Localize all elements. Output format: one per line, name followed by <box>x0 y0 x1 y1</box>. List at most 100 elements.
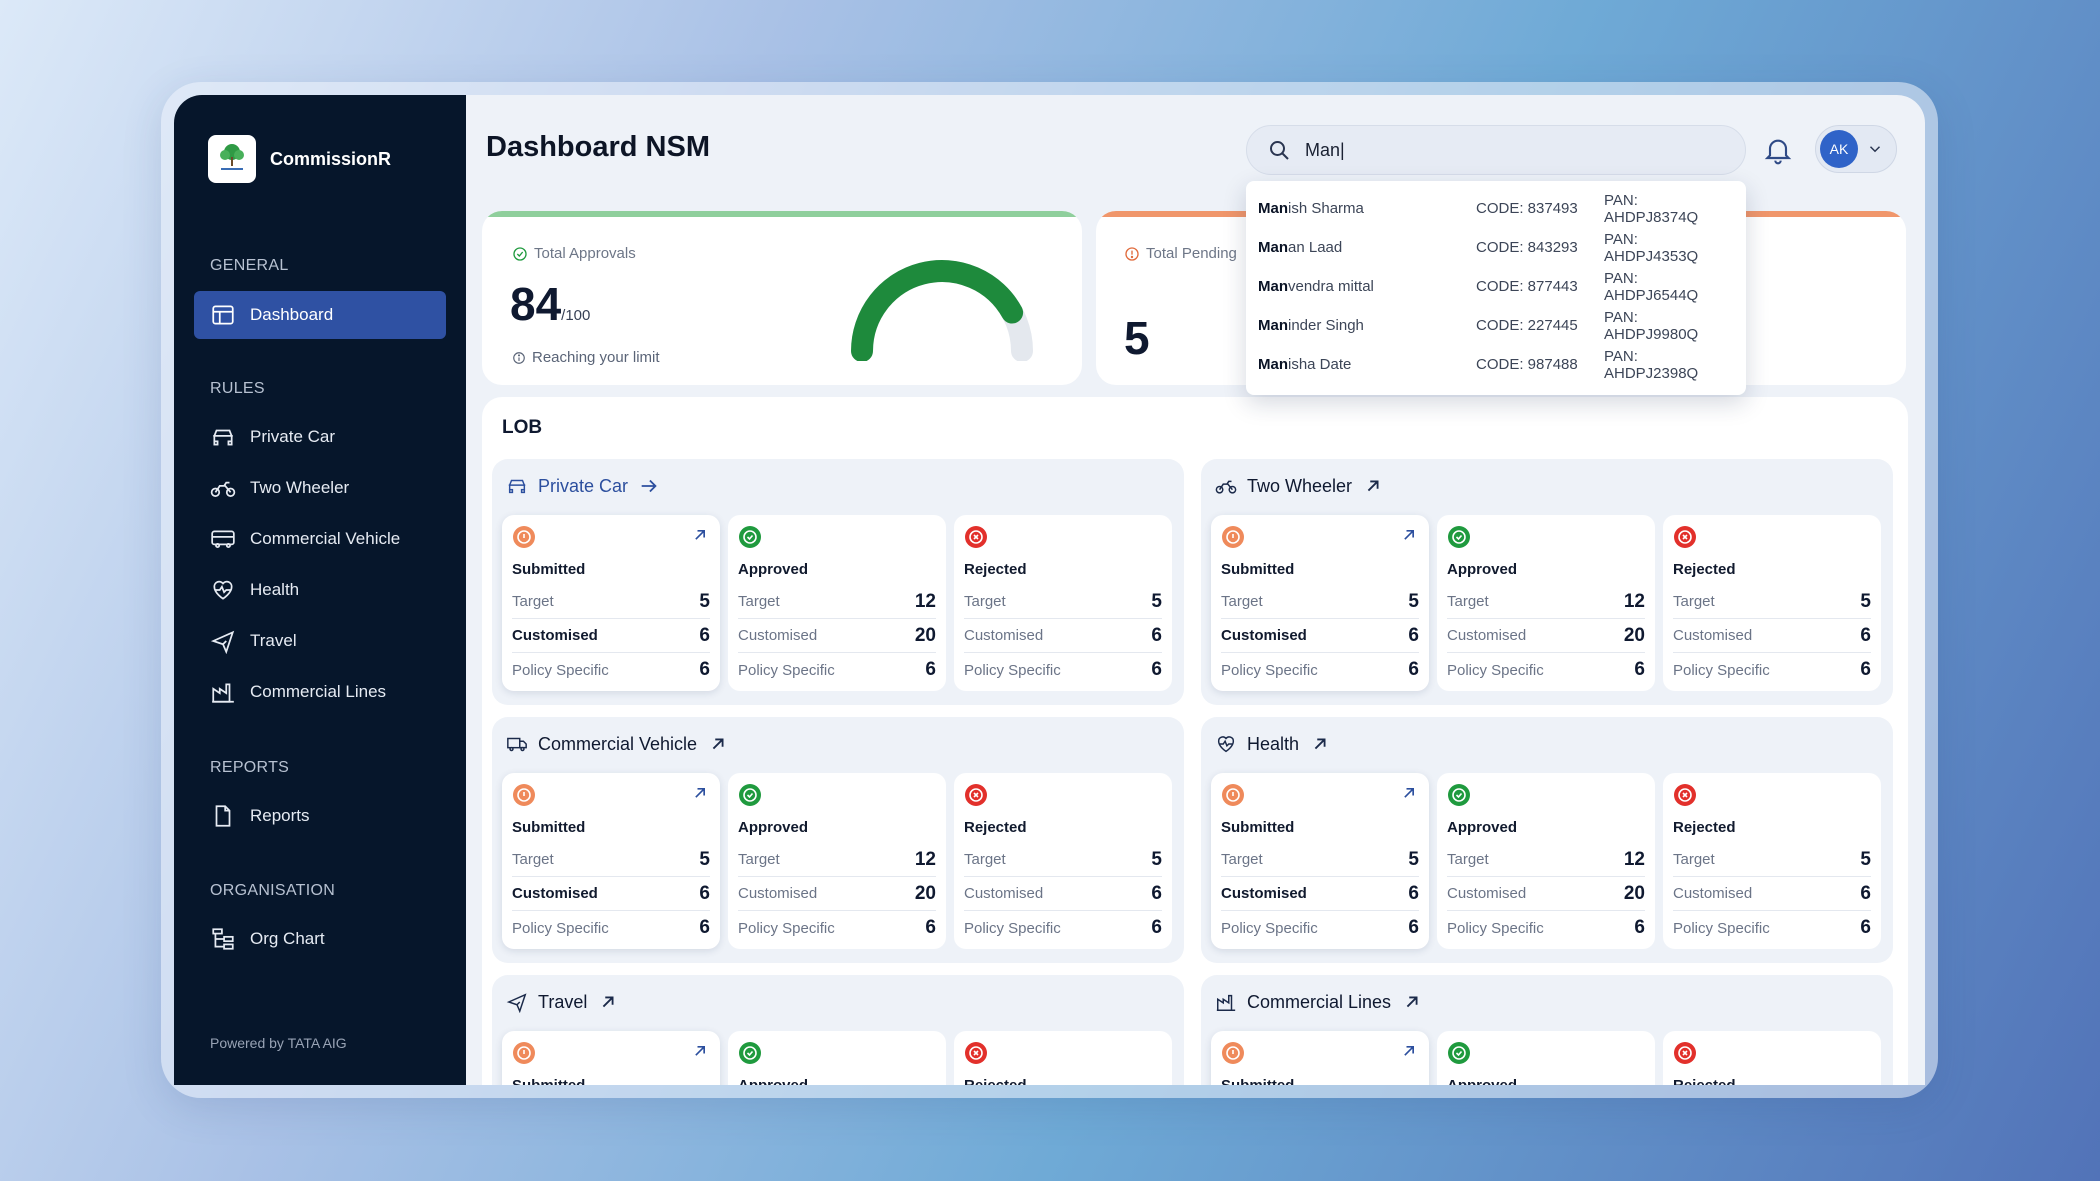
customised-value: 6 <box>1408 624 1419 646</box>
lob-panel-header[interactable]: Travel <box>506 991 619 1013</box>
arrow-up-right-icon <box>1406 996 1418 1008</box>
policy-specific-row: Policy Specific 6 <box>1673 911 1871 945</box>
search-input[interactable] <box>1305 139 1725 161</box>
tree-logo-icon <box>208 135 256 183</box>
target-row: Target 5 <box>1673 585 1871 619</box>
result-name-match: Man <box>1258 239 1288 256</box>
arrow-up-right-icon[interactable] <box>1399 525 1419 545</box>
search-result-row[interactable]: Manisha Date CODE: 987488 PAN: AHDPJ2398Q <box>1246 345 1746 384</box>
sidebar-item-travel[interactable]: Travel <box>194 617 446 665</box>
policy-specific-label: Policy Specific <box>1221 919 1318 937</box>
policy-specific-label: Policy Specific <box>512 661 609 679</box>
policy-specific-label: Policy Specific <box>1673 919 1770 937</box>
sidebar-item-commercial-lines[interactable]: Commercial Lines <box>194 668 446 716</box>
customised-row: Customised 6 <box>1221 877 1419 911</box>
policy-specific-label: Policy Specific <box>1447 919 1544 937</box>
target-label: Target <box>1673 851 1715 868</box>
result-name-match: Man <box>1258 278 1288 295</box>
customised-row: Customised 6 <box>964 877 1162 911</box>
arrow-up-right-icon[interactable] <box>690 525 710 545</box>
result-name: Maninder Singh <box>1258 317 1476 334</box>
policy-specific-value: 6 <box>925 917 936 938</box>
target-row: Target 5 <box>512 843 710 877</box>
arrow-up-right-icon[interactable] <box>1399 783 1419 803</box>
target-value: 12 <box>1623 590 1645 612</box>
customised-row: Customised 20 <box>1447 619 1645 653</box>
policy-specific-value: 6 <box>1634 917 1645 938</box>
policy-specific-value: 6 <box>1408 917 1419 938</box>
target-value: 5 <box>1408 848 1419 870</box>
brand[interactable]: CommissionR <box>208 135 391 183</box>
document-icon <box>215 805 231 827</box>
customised-value: 6 <box>1860 624 1871 646</box>
status-label: Submitted <box>512 819 586 836</box>
rejected-status-icon <box>1674 784 1696 806</box>
status-label: Rejected <box>964 819 1027 836</box>
approvals-value: 84/100 <box>510 277 590 331</box>
result-pan: PAN: AHDPJ9980Q <box>1604 308 1699 343</box>
search-result-row[interactable]: Maninder Singh CODE: 227445 PAN: AHDPJ9980… <box>1246 306 1746 345</box>
lob-panel-header[interactable]: Private Car <box>506 475 660 497</box>
sidebar-item-commercial-vehicle[interactable]: Commercial Vehicle <box>194 515 446 563</box>
submitted-status-icon <box>513 1042 535 1064</box>
customised-label: Customised <box>512 627 598 644</box>
customised-row: Customised 6 <box>1673 619 1871 653</box>
customised-value: 6 <box>1151 882 1162 904</box>
bell-icon[interactable] <box>1762 134 1794 166</box>
result-name-rest: inder Singh <box>1288 317 1364 334</box>
sidebar-item-org-chart[interactable]: Org Chart <box>194 915 446 963</box>
arrow-up-right-icon <box>603 996 614 1008</box>
lob-panel-header[interactable]: Health <box>1215 733 1331 755</box>
arrow-up-right-icon[interactable] <box>1399 1041 1419 1061</box>
sidebar-item-label: Reports <box>250 806 310 825</box>
search-result-row[interactable]: Manvendra mittal CODE: 877443 PAN: AHDPJ65… <box>1246 267 1746 306</box>
lob-panel-header[interactable]: Commercial Lines <box>1215 991 1423 1013</box>
check-circle-icon <box>513 246 527 261</box>
app-window: CommissionR GENERAL Dashboard RULES Priv… <box>174 95 1925 1085</box>
policy-specific-row: Policy Specific 6 <box>512 653 710 687</box>
customised-label: Customised <box>1447 627 1527 644</box>
sidebar-item-two-wheeler[interactable]: Two Wheeler <box>194 464 446 512</box>
search-bar[interactable] <box>1246 125 1746 175</box>
result-name: Manvendra mittal <box>1258 278 1476 295</box>
arrow-up-right-icon[interactable] <box>690 783 710 803</box>
sidebar-item-reports[interactable]: Reports <box>194 792 446 840</box>
sidebar-item-dashboard[interactable]: Dashboard <box>194 291 446 339</box>
customised-value: 20 <box>1623 882 1645 904</box>
heart-pulse-icon <box>1217 736 1235 753</box>
status-label: Submitted <box>1221 1077 1294 1085</box>
user-menu[interactable]: AK <box>1815 125 1897 173</box>
arrow-up-right-icon[interactable] <box>690 1041 710 1061</box>
sidebar-item-label: Private Car <box>250 427 336 446</box>
pending-label-text: Total Pending <box>1146 245 1237 262</box>
target-value: 5 <box>1151 848 1162 870</box>
lob-panel-header[interactable]: Commercial Vehicle <box>506 733 729 755</box>
status-label: Submitted <box>1221 819 1295 836</box>
sidebar-item-health[interactable]: Health <box>194 566 446 614</box>
search-result-row[interactable]: Manish Sharma CODE: 837493 PAN: AHDPJ8374Q <box>1246 189 1746 228</box>
sidebar-item-private-car[interactable]: Private Car <box>194 413 446 461</box>
search-result-row[interactable]: Manan Laad CODE: 843293 PAN: AHDPJ4353Q <box>1246 228 1746 267</box>
lob-panel-header[interactable]: Two Wheeler <box>1215 475 1384 497</box>
main-content: Dashboard NSM AK Total Approvals 84/100 … <box>466 95 1925 1085</box>
sidebar-item-label: Health <box>250 580 300 599</box>
lob-title: LOB <box>502 417 543 438</box>
